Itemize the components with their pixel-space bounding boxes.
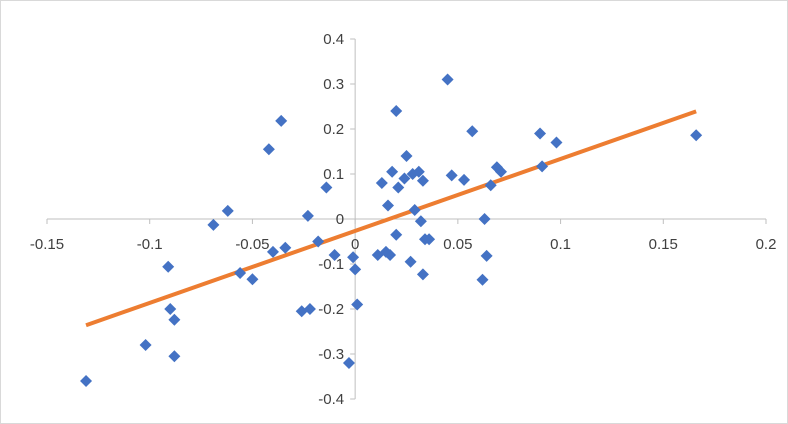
- data-point-diamond: [266, 245, 279, 258]
- axes: [46, 38, 767, 400]
- x-tick-label: 0.05: [443, 236, 472, 253]
- x-tick-label: -0.05: [235, 236, 269, 253]
- data-point-diamond: [262, 143, 275, 156]
- data-point-diamond: [275, 114, 288, 127]
- data-point-diamond: [168, 313, 181, 326]
- data-point-diamond: [279, 241, 292, 254]
- x-tick-label: 0.1: [550, 236, 571, 253]
- data-point-diamond: [234, 267, 247, 279]
- data-point-diamond: [484, 179, 497, 192]
- y-tick-label: -0.1: [318, 256, 344, 273]
- data-point-diamond: [441, 73, 454, 86]
- y-tick-label: -0.3: [318, 346, 344, 363]
- data-point-diamond: [164, 303, 177, 315]
- x-tick-label: 0: [351, 236, 359, 253]
- y-tick-label: 0.1: [323, 166, 344, 183]
- data-point-diamond: [416, 268, 429, 281]
- data-point-diamond: [392, 181, 405, 194]
- data-point-diamond: [207, 218, 220, 231]
- data-point-diamond: [347, 251, 360, 264]
- x-tick-label: -0.15: [30, 236, 64, 253]
- data-point-diamond: [301, 209, 314, 222]
- data-point-diamond: [390, 228, 403, 241]
- data-point-diamond: [162, 260, 175, 273]
- data-point-diamond: [423, 233, 436, 246]
- data-point-diamond: [390, 105, 403, 117]
- data-point-diamond: [221, 204, 234, 217]
- data-point-diamond: [168, 350, 181, 363]
- data-point-diamond: [416, 174, 429, 187]
- data-point-diamond: [328, 249, 341, 261]
- data-point-diamond: [382, 199, 395, 212]
- data-point-diamond: [408, 204, 421, 216]
- data-point-diamond: [303, 303, 316, 315]
- data-point-diamond: [445, 169, 458, 182]
- data-point-diamond: [246, 273, 259, 286]
- data-point-diamond: [466, 125, 479, 138]
- x-tick-label: 0.2: [756, 236, 777, 253]
- data-point-diamond: [80, 375, 93, 387]
- data-point-diamond: [139, 339, 152, 351]
- trendline-layer: [85, 109, 697, 328]
- y-tick-label: -0.2: [318, 301, 344, 318]
- data-point-diamond: [550, 136, 563, 149]
- tick-labels: -0.15 -0.1 -0.05 0 0.05 0.1 0.15 0.2 -0.4 -0.3 -0.…: [30, 31, 777, 408]
- data-point-diamond: [534, 127, 547, 140]
- data-point-diamond: [404, 255, 417, 268]
- data-point-diamond: [494, 165, 507, 178]
- y-tick-label: 0.2: [323, 121, 344, 138]
- x-tick-label: -0.1: [137, 236, 163, 253]
- data-point-diamond: [351, 298, 364, 311]
- data-point-diamond: [386, 165, 399, 178]
- data-points: [80, 73, 703, 387]
- y-tick-label: 0: [336, 211, 344, 228]
- data-point-diamond: [384, 249, 397, 261]
- y-tick-label: 0.4: [323, 31, 344, 48]
- data-point-diamond: [412, 165, 425, 178]
- data-point-diamond: [476, 273, 489, 286]
- data-point-diamond: [349, 263, 362, 276]
- data-point-diamond: [690, 129, 703, 142]
- y-tick-label: -0.4: [318, 391, 344, 408]
- data-point-diamond: [458, 173, 471, 186]
- data-point-diamond: [478, 213, 491, 225]
- data-point-diamond: [398, 172, 411, 185]
- y-tick-label: 0.3: [323, 76, 344, 93]
- data-point-diamond: [312, 235, 325, 248]
- data-point-diamond: [320, 181, 333, 194]
- data-point-diamond: [375, 177, 388, 189]
- data-point-diamond: [342, 357, 355, 369]
- data-point-diamond: [536, 160, 549, 173]
- trendline: [85, 109, 697, 328]
- data-point-diamond: [400, 150, 413, 162]
- data-point-diamond: [480, 249, 493, 262]
- data-point-diamond: [414, 215, 427, 228]
- x-tick-label: 0.15: [649, 236, 678, 253]
